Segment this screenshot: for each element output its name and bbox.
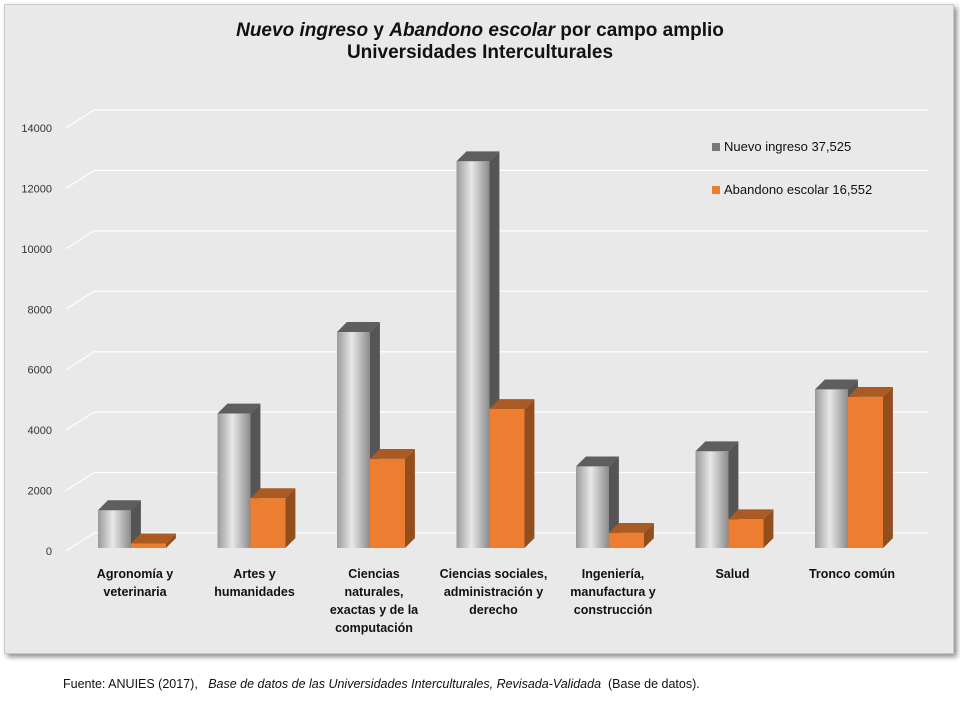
x-category-label: Ingeniería, manufactura y construcción [570,567,655,617]
x-category-label-line: Salud [715,567,749,581]
x-category-label-line: administración y [444,585,543,599]
y-tick-label: 2000 [28,486,52,498]
legend-nuevo-ingreso-label: Nuevo ingreso 37,525 [724,139,851,154]
y-tick-label: 14000 [21,123,52,135]
title-series1-name: Nuevo ingreso [236,20,369,41]
bar-abandono [250,498,286,548]
bar-nuevo-ingreso-top [815,379,858,390]
bar-abandono [489,408,525,548]
x-category-label-line: Ciencias [348,567,399,581]
bar-nuevo-ingreso-top [576,456,619,467]
bar-abandono [131,543,166,548]
x-category-label-line: Agronomía y [97,567,173,581]
bar-abandono-side [285,488,296,548]
y-tick-label: 12000 [21,183,52,195]
bar-abandono-side [883,387,893,548]
bar-nuevo-ingreso [576,466,609,548]
source-suffix: (Base de datos). [608,677,700,691]
bar-abandono-top [728,509,774,520]
title-suffix: por campo amplio [554,20,724,41]
bar-abandono [609,532,644,548]
gridline-side [65,532,95,552]
x-category-label-line: exactas y de la [330,603,419,617]
bar-nuevo-ingreso-top [337,322,380,332]
gridline-side [65,109,95,129]
x-category-label-line: Tronco común [809,567,895,581]
gridline-side [65,290,95,310]
x-category-label-line: manufactura y [570,585,655,599]
x-category-label: Salud [715,567,749,581]
legend-abandono-label: Abandono escolar 16,552 [724,182,872,197]
source-prefix: Fuente: ANUIES (2017), [63,677,198,691]
source-note: Fuente: ANUIES (2017), Base de datos de … [63,677,700,691]
y-tick-label: 0 [46,546,52,558]
legend-abandono-swatch [712,186,720,194]
x-category-label-line: Ingeniería, [582,567,645,581]
bar-nuevo-ingreso [337,331,370,548]
chart-plot: 0 2000 4000 6000 8000 10000 12000 14000 Agronom… [21,109,928,635]
x-category-label-line: Artes y [233,567,275,581]
x-category-label-line: veterinaria [103,585,167,599]
chart-title-line2: Universidades Interculturales [346,42,614,63]
title-connector: y [368,20,390,41]
x-category-label: Ciencias sociales, administración y derech… [440,567,548,617]
x-category-label: Ciencias naturales, exactas y de la computa… [330,567,419,635]
bar-nuevo-ingreso-top [456,151,500,162]
bar-abandono [370,458,405,548]
x-category-label-line: naturales, [344,585,403,599]
bar-nuevo-ingreso-top [98,500,141,511]
chart-title: Nuevo ingreso y Abandono escolar por cam… [0,20,960,64]
bar-abandono [728,519,764,548]
bar-abandono-top [489,399,535,409]
bar-abandono-top [250,488,296,499]
gridline-side [65,411,95,431]
bar-nuevo-ingreso-top [695,441,739,452]
x-category-label-line: construcción [574,603,653,617]
x-category-label: Tronco común [809,567,895,581]
bar-abandono-top [370,448,415,459]
y-tick-label: 4000 [28,425,52,437]
title-series2-name: Abandono escolar [389,20,555,41]
bar-nuevo-ingreso [456,161,490,548]
legend-nuevo-ingreso-swatch [712,143,720,151]
bar-nuevo-ingreso [217,413,251,548]
bar-abandono-top [131,533,176,544]
bar-abandono-side [524,399,535,548]
gridline-side [65,169,95,189]
bar-abandono-side [405,448,415,548]
gridline-side [65,230,95,250]
bar-abandono-top [609,522,654,533]
x-category-label-line: computación [335,621,413,635]
x-category-label-line: derecho [469,603,518,617]
gridline-side [65,472,95,492]
y-tick-label: 8000 [28,304,52,316]
x-category-label: Artes y humanidades [214,567,295,599]
bar-nuevo-ingreso [695,451,729,548]
bar-abandono-top [848,387,893,397]
x-category-label-line: humanidades [214,585,295,599]
bar-nuevo-ingreso [815,389,848,548]
bar-abandono-side [166,533,176,548]
y-tick-label: 10000 [21,244,52,256]
y-tick-label: 6000 [28,365,52,377]
bar-abandono-side [644,522,654,548]
bar-abandono [848,396,883,548]
source-title: Base de datos de las Universidades Inter… [208,677,602,691]
bar-nuevo-ingreso [98,510,131,548]
chart-title-line1: Nuevo ingreso y Abandono escolar por cam… [0,20,960,42]
x-category-label-line: Ciencias sociales, [440,567,548,581]
bar-nuevo-ingreso-top [217,403,261,414]
bar-nuevo-ingreso-side [609,456,619,548]
gridline-side [65,351,95,371]
bar-abandono-side [763,509,774,548]
x-category-label: Agronomía y veterinaria [97,567,173,599]
